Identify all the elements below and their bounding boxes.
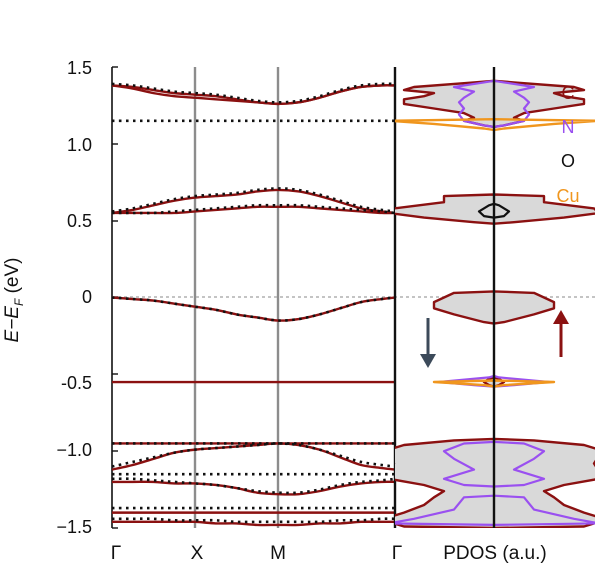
band-line-dotted xyxy=(112,82,395,104)
y-tick-label: −1.5 xyxy=(56,517,92,537)
legend-label-o: O xyxy=(561,151,575,171)
y-tick-label: 0 xyxy=(82,287,92,307)
kpoint-label-x: X xyxy=(191,543,204,564)
pdos-legend: C N O Cu xyxy=(556,83,579,206)
y-tick-labels: 1.5 1.0 0.5 0 -0.5 −1.0 −1.5 xyxy=(56,58,92,537)
legend-label-cu: Cu xyxy=(556,186,579,206)
y-axis-label: E−EF (eV) xyxy=(2,258,26,343)
y-tick-label: −1.0 xyxy=(56,440,92,460)
y-tick-label: 1.5 xyxy=(67,58,92,78)
band-line-solid xyxy=(112,188,395,215)
legend-label-c: C xyxy=(562,83,575,103)
band-line-solid xyxy=(112,480,395,496)
band-line-dotted xyxy=(112,442,395,468)
y-tick-label: 1.0 xyxy=(67,135,92,155)
band-line-solid xyxy=(112,84,395,106)
spin-up-arrow xyxy=(553,310,569,357)
band-line-dotted xyxy=(112,296,395,322)
band-line-solid xyxy=(112,520,395,527)
band-line-dotted xyxy=(112,187,395,213)
y-tick-label: 0.5 xyxy=(67,211,92,231)
band-lines xyxy=(112,82,395,527)
kpoint-label-gamma: Γ xyxy=(111,543,121,564)
pdos-axis-label: PDOS (a.u.) xyxy=(443,543,546,564)
band-line-dotted xyxy=(112,477,395,495)
kpoint-label-m: M xyxy=(270,543,286,564)
y-tick-label: -0.5 xyxy=(61,373,92,393)
legend-label-n: N xyxy=(562,117,575,137)
band-line-solid xyxy=(112,205,395,215)
kpoint-label-gamma-end: Γ xyxy=(392,543,402,564)
x-tick-labels: Γ X M Γ xyxy=(111,543,402,564)
spin-down-arrow xyxy=(420,318,436,368)
